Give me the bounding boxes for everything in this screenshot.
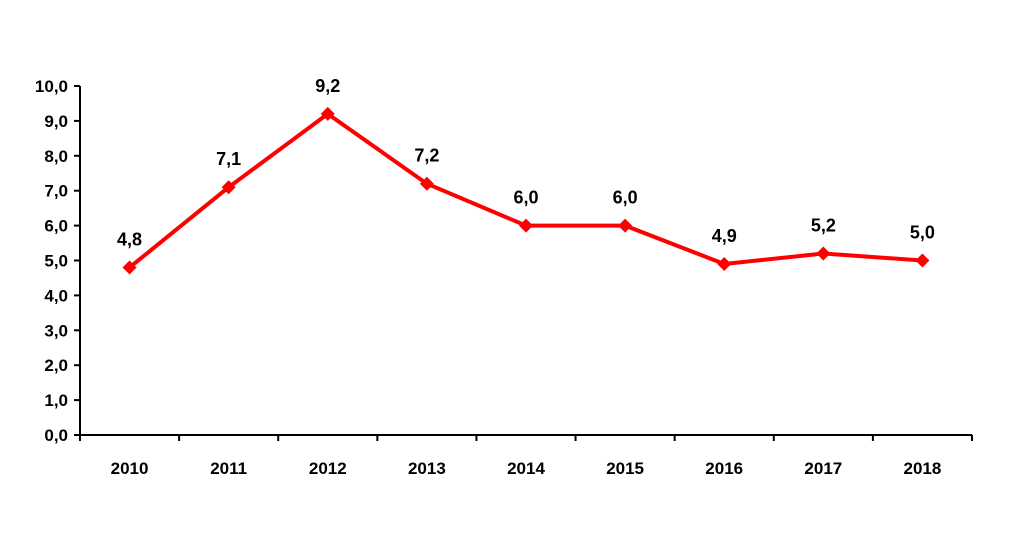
- data-point: [122, 260, 137, 275]
- y-tick-label: 3,0: [44, 321, 68, 340]
- data-label: 9,2: [315, 76, 340, 96]
- data-label: 5,2: [811, 216, 836, 236]
- data-point: [816, 246, 831, 261]
- x-tick-label: 2012: [309, 459, 347, 478]
- data-label: 7,1: [216, 149, 241, 169]
- y-tick-label: 10,0: [35, 77, 68, 96]
- data-point: [915, 253, 930, 268]
- x-tick-label: 2010: [111, 459, 149, 478]
- data-label: 4,9: [712, 226, 737, 246]
- x-tick-label: 2015: [606, 459, 644, 478]
- data-label: 6,0: [513, 188, 538, 208]
- y-tick-label: 5,0: [44, 252, 68, 271]
- x-tick-label: 2017: [804, 459, 842, 478]
- data-labels: 4,8 7,1 9,2 7,2 6,0 6,0 4,9 5,2 5,0: [117, 76, 935, 250]
- data-point: [717, 256, 732, 271]
- x-tick-label: 2016: [705, 459, 743, 478]
- y-axis: 0,0 1,0 2,0 3,0 4,0 5,0 6,0 7,0 8,0 9,0 10,0: [35, 77, 81, 445]
- data-label: 6,0: [613, 188, 638, 208]
- x-tick-label: 2014: [507, 459, 545, 478]
- y-tick-label: 0,0: [44, 426, 68, 445]
- x-tick-label: 2011: [210, 459, 247, 478]
- y-tick-label: 7,0: [44, 182, 68, 201]
- y-tick-label: 8,0: [44, 147, 68, 166]
- data-point: [419, 176, 434, 191]
- x-tick-label: 2018: [904, 459, 942, 478]
- x-tick-label: 2013: [408, 459, 446, 478]
- y-tick-label: 4,0: [44, 286, 68, 305]
- y-tick-label: 1,0: [44, 391, 68, 410]
- series-line: [122, 106, 930, 275]
- data-label: 5,0: [910, 223, 935, 243]
- x-axis: 2010 2011 2012 2013 2014 2015 2016 2017 2018: [79, 434, 973, 478]
- data-point: [519, 218, 533, 233]
- data-point: [221, 180, 236, 195]
- y-tick-label: 6,0: [44, 217, 68, 236]
- data-point: [618, 218, 633, 233]
- data-point: [320, 106, 335, 121]
- data-label: 7,2: [414, 146, 439, 166]
- y-tick-label: 2,0: [44, 356, 68, 375]
- data-label: 4,8: [117, 229, 142, 249]
- y-tick-label: 9,0: [44, 112, 68, 131]
